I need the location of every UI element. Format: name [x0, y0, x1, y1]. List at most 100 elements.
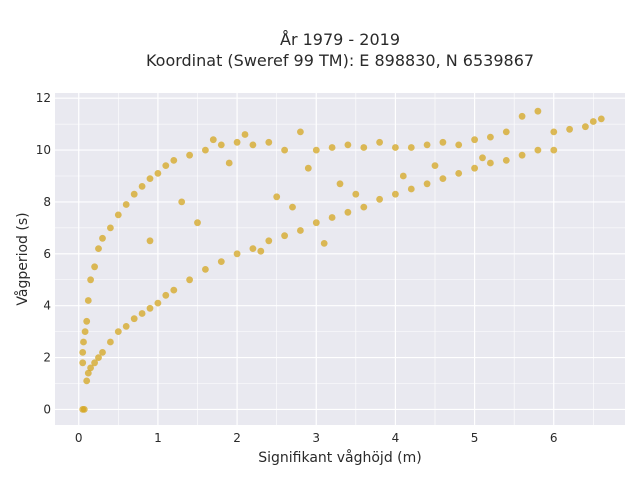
y-tick-label: 6: [43, 247, 51, 261]
y-tick-label: 8: [43, 195, 51, 209]
scatter-point: [130, 190, 138, 198]
scatter-point: [455, 170, 463, 177]
scatter-point: [360, 144, 368, 151]
scatter-point: [249, 245, 257, 253]
scatter-point: [209, 136, 217, 144]
scatter-point: [249, 141, 257, 149]
scatter-point: [241, 131, 249, 138]
scatter-point: [154, 170, 162, 177]
scatter-point: [80, 338, 87, 346]
scatter-point: [304, 164, 312, 172]
scatter-point: [423, 141, 431, 149]
scatter-point: [344, 208, 352, 216]
scatter-point: [87, 276, 94, 284]
scatter-point: [80, 406, 88, 413]
scatter-point: [170, 286, 178, 294]
scatter-point: [328, 144, 336, 151]
y-tick-label: 2: [43, 351, 51, 365]
y-tick-label: 10: [36, 143, 51, 157]
chart-title-line-2: Koordinat (Sweref 99 TM): E 898830, N 65…: [146, 51, 534, 70]
scatter-point: [233, 138, 241, 146]
scatter-point: [376, 195, 383, 203]
x-tick-label: 2: [233, 431, 241, 445]
scatter-point: [162, 291, 170, 299]
scatter-point: [281, 146, 288, 154]
scatter-point: [95, 245, 102, 253]
scatter-point: [122, 323, 130, 330]
scatter-point: [502, 128, 510, 136]
x-axis-title: Signifikant våghöjd (m): [258, 449, 421, 466]
scatter-point: [170, 157, 178, 164]
scatter-point: [582, 123, 589, 131]
scatter-point: [233, 250, 241, 258]
scatter-point: [297, 227, 304, 234]
scatter-point: [566, 125, 573, 133]
scatter-point: [79, 359, 87, 367]
scatter-point: [344, 141, 352, 149]
scatter-point: [99, 234, 106, 242]
scatter-point: [146, 304, 154, 312]
grid-lines: [55, 93, 625, 425]
scatter-point: [518, 112, 526, 120]
x-tick-label: 4: [392, 431, 400, 445]
scatter-point: [597, 115, 605, 123]
scatter-point: [178, 198, 186, 206]
scatter-point: [107, 338, 114, 346]
scatter-point: [297, 128, 304, 136]
scatter-point: [487, 133, 494, 141]
scatter-point: [122, 201, 130, 208]
scatter-point: [312, 219, 320, 227]
data-points: [79, 107, 605, 413]
scatter-point: [257, 247, 265, 255]
scatter-point: [81, 328, 89, 335]
scatter-point: [281, 232, 288, 240]
scatter-point: [455, 141, 463, 149]
scatter-point: [84, 297, 92, 304]
scatter-point: [518, 151, 526, 159]
scatter-point: [312, 146, 320, 154]
scatter-point: [487, 159, 494, 167]
scatter-point: [320, 240, 328, 247]
scatter-point: [194, 219, 201, 227]
scatter-point: [407, 144, 415, 151]
x-tick-label: 3: [312, 431, 320, 445]
scatter-point: [399, 172, 407, 180]
x-tick-label: 0: [75, 431, 83, 445]
chart-title-line-1: År 1979 - 2019: [280, 30, 400, 49]
scatter-point: [471, 136, 478, 144]
scatter-point: [534, 146, 542, 154]
scatter-point: [83, 317, 91, 325]
y-tick-labels: 0 2 4 6 8 10 12: [36, 91, 51, 416]
scatter-point: [534, 107, 542, 115]
scatter-point: [186, 151, 194, 159]
scatter-point: [217, 258, 225, 265]
scatter-point: [130, 315, 138, 323]
scatter-point: [83, 377, 91, 385]
scatter-point: [328, 214, 336, 221]
plot-area: [55, 93, 625, 425]
scatter-point: [360, 203, 368, 211]
scatter-point: [202, 266, 209, 273]
scatter-point: [84, 369, 92, 377]
scatter-point: [439, 175, 447, 183]
scatter-point: [392, 190, 399, 198]
scatter-point: [376, 138, 383, 146]
scatter-point: [265, 138, 273, 146]
scatter-point: [479, 154, 486, 162]
scatter-point: [146, 237, 154, 245]
y-axis-title: Vågperiod (s): [14, 212, 31, 305]
scatter-point: [439, 138, 447, 146]
scatter-point: [589, 118, 597, 125]
scatter-point: [79, 349, 87, 356]
scatter-point: [162, 162, 170, 170]
scatter-point: [265, 237, 273, 245]
scatter-point: [550, 146, 558, 154]
scatter-point: [423, 180, 431, 188]
scatter-point: [114, 328, 122, 335]
scatter-point: [186, 276, 194, 284]
scatter-point: [154, 299, 162, 307]
scatter-point: [146, 175, 154, 183]
y-tick-label: 4: [43, 299, 51, 313]
scatter-point: [95, 354, 102, 361]
